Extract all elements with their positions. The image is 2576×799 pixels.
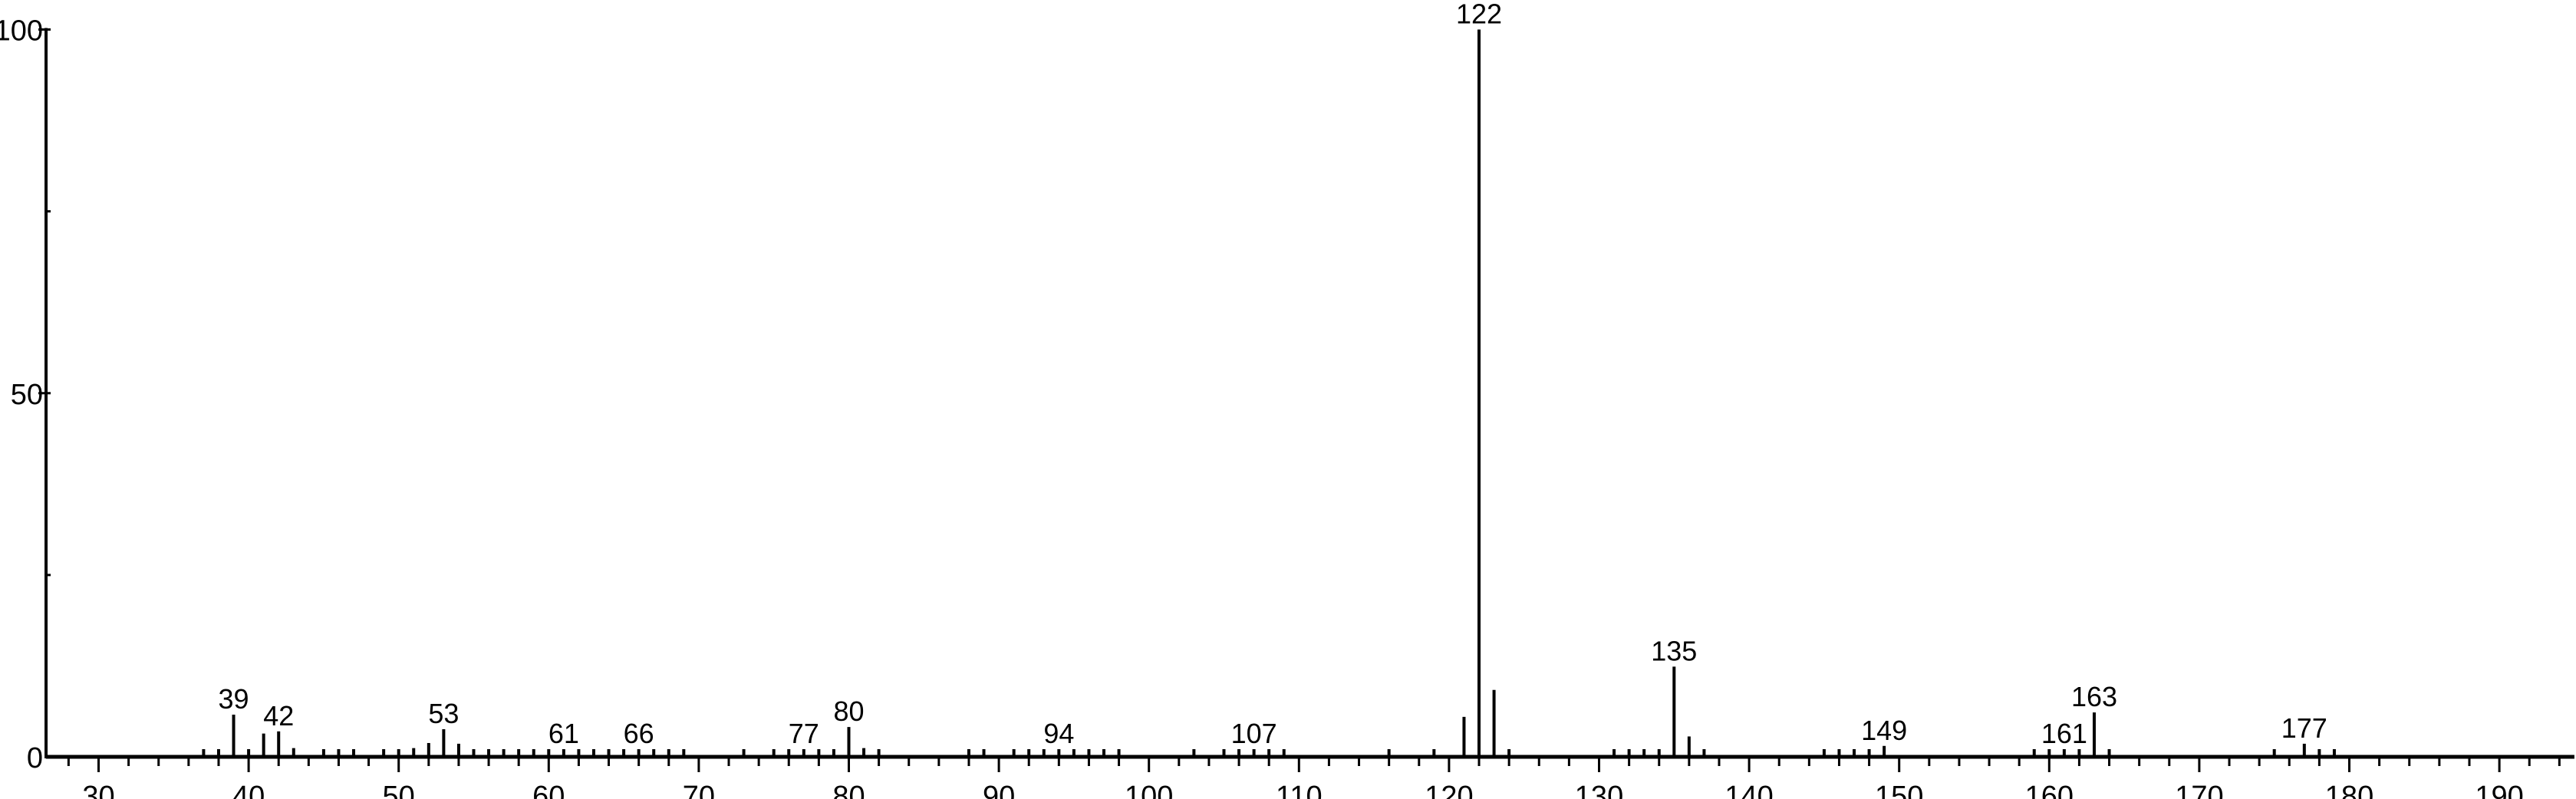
x-tick-label: 170 [2175, 781, 2223, 799]
x-tick-label: 70 [683, 781, 715, 799]
x-tick-label: 130 [1575, 781, 1623, 799]
peak-label-53: 53 [428, 698, 459, 729]
peak-label-39: 39 [219, 683, 249, 715]
x-tick-label: 30 [82, 781, 114, 799]
x-tick-label: 150 [1875, 781, 1923, 799]
x-tick-label: 100 [1125, 781, 1173, 799]
peak-label-163: 163 [2071, 681, 2117, 712]
y-tick-label: 50 [11, 379, 43, 411]
peak-label-77: 77 [789, 718, 819, 749]
peak-label-177: 177 [2281, 712, 2327, 744]
peak-label-135: 135 [1651, 635, 1697, 666]
peak-label-161: 161 [2041, 718, 2087, 749]
peak-label-66: 66 [624, 718, 654, 749]
peak-label-94: 94 [1043, 718, 1074, 749]
x-tick-label: 40 [232, 781, 265, 799]
y-tick-label: 100 [0, 15, 43, 48]
x-tick-label: 50 [383, 781, 415, 799]
peak-label-42: 42 [263, 700, 294, 732]
x-tick-label: 180 [2325, 781, 2373, 799]
x-tick-label: 60 [532, 781, 565, 799]
x-tick-label: 110 [1276, 781, 1323, 799]
peak-label-149: 149 [1861, 715, 1907, 746]
x-tick-label: 120 [1425, 781, 1473, 799]
y-tick-label: 0 [27, 742, 43, 774]
x-tick-label: 140 [1724, 781, 1773, 799]
peak-label-122: 122 [1456, 0, 1502, 30]
axes: 30 40 50 60 70 80 90 100 110 120 130 140 150 160 170 18… [0, 15, 2574, 799]
x-tick-label: 190 [2475, 781, 2523, 799]
peak-label-107: 107 [1231, 718, 1277, 749]
x-tick-label: 160 [2025, 781, 2074, 799]
peak-label-61: 61 [548, 718, 579, 749]
peak-label-80: 80 [833, 695, 864, 727]
peak-labels: 39 42 53 61 66 77 80 94 107 122 135 149 161 163 177 [219, 0, 2327, 749]
peaks [202, 29, 2336, 757]
x-tick-label: 90 [983, 781, 1015, 799]
x-tick-label: 80 [832, 781, 865, 799]
